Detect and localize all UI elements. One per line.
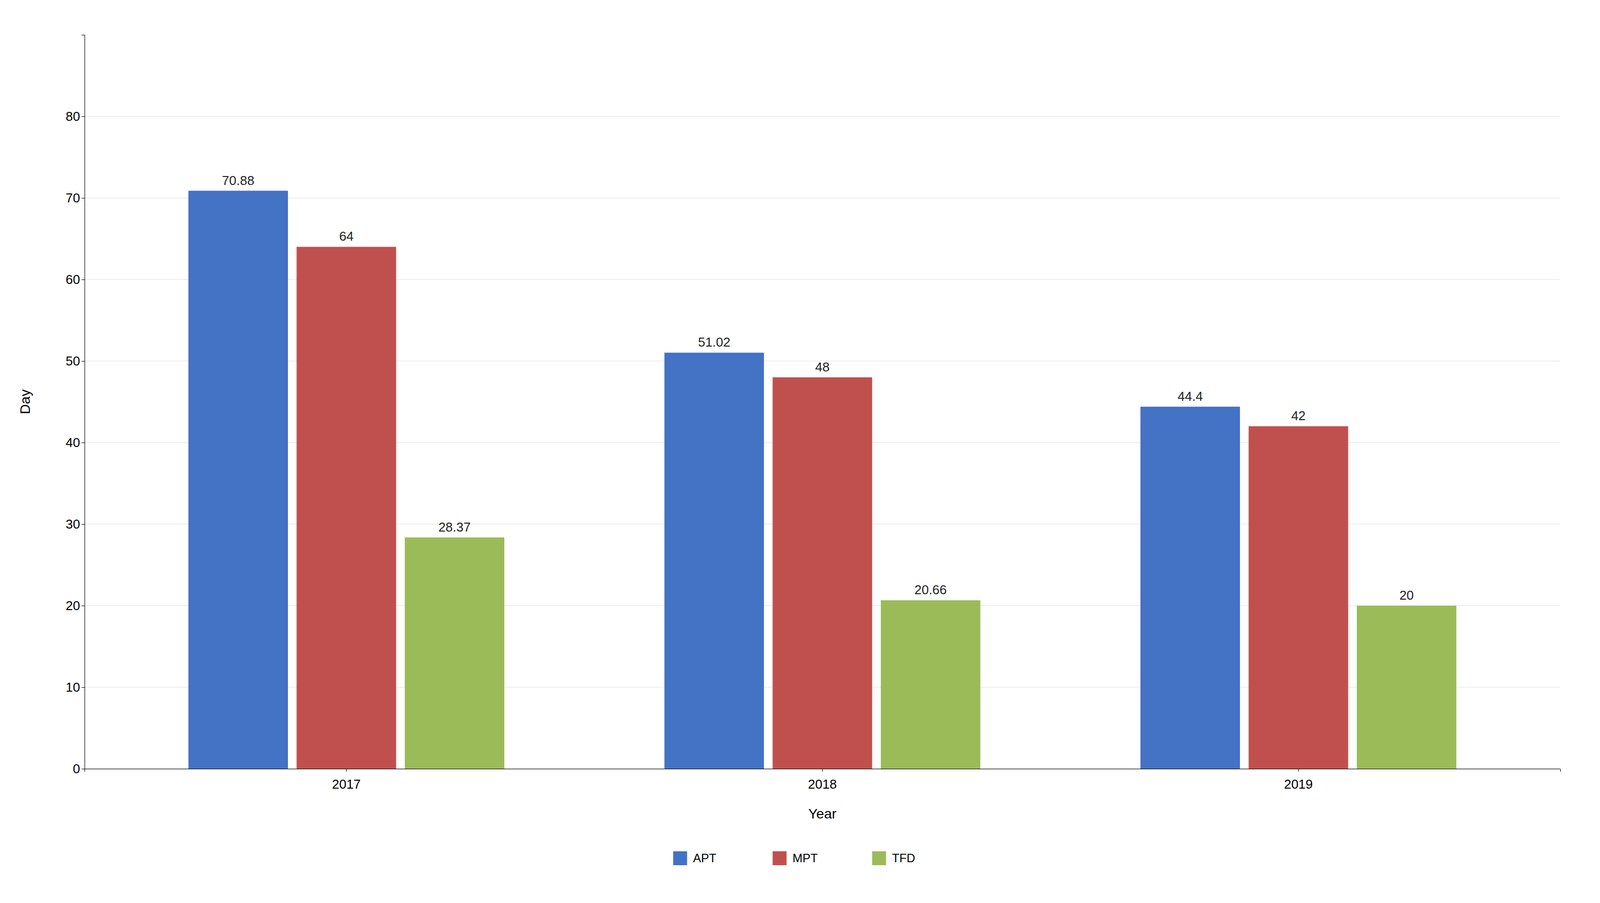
y-tick: 70 — [65, 190, 85, 206]
data-label: 51.02 — [697, 334, 731, 350]
series-1 — [296, 246, 1348, 769]
y-tick-label: 70 — [65, 190, 81, 206]
data-label: 42 — [1291, 408, 1306, 424]
data-label: 28.37 — [438, 519, 471, 535]
y-tick-mark — [81, 197, 85, 199]
chart-root: 70.88 51.02 44.4 64 48 42 28.37 20.66 20 2017 2018… — [0, 0, 1600, 903]
y-tick-label: 20 — [65, 598, 81, 614]
bar — [296, 246, 396, 769]
bar — [1356, 605, 1457, 769]
grid-line — [84, 197, 1561, 199]
y-tick-label: 80 — [65, 108, 81, 124]
series-0 — [188, 190, 1240, 769]
y-tick: 30 — [65, 516, 85, 532]
data-label: 20.66 — [914, 582, 947, 598]
y-axis-line — [81, 35, 86, 770]
y-tick: 40 — [65, 435, 85, 451]
y-tick-mark — [81, 768, 85, 770]
data-label: 44.4 — [1177, 388, 1204, 404]
y-tick-label: 0 — [73, 761, 81, 777]
y-axis-title: Day — [17, 389, 33, 415]
x-axis: 2017 2018 2019 — [85, 768, 1561, 792]
x-tick-label: 2019 — [1284, 776, 1314, 792]
data-labels: 70.88 51.02 44.4 64 48 42 28.37 20.66 20 — [221, 173, 1414, 603]
grid-line — [84, 116, 1561, 117]
bar — [1248, 426, 1349, 769]
x-tick: 2019 — [1284, 768, 1314, 792]
legend-swatch — [673, 851, 688, 866]
data-label: 64 — [339, 228, 354, 244]
y-axis: 0 10 20 30 40 50 60 70 80 — [65, 35, 85, 777]
bar — [772, 377, 872, 769]
legend-swatch — [772, 851, 787, 866]
data-label: 70.88 — [221, 173, 255, 189]
y-tick: 20 — [65, 598, 85, 614]
bar — [188, 190, 288, 769]
plot-area: 70.88 51.02 44.4 64 48 42 28.37 20.66 20 2017 2018… — [65, 35, 1561, 793]
y-tick: 0 — [73, 761, 85, 777]
grid — [84, 116, 1561, 769]
bar — [404, 537, 505, 769]
data-label: 48 — [815, 359, 830, 375]
y-tick: 60 — [65, 272, 85, 287]
x-tick-mark — [822, 768, 823, 772]
y-tick-mark — [81, 116, 85, 117]
y-tick-label: 40 — [65, 435, 81, 451]
y-tick: 10 — [65, 679, 85, 695]
y-tick-label: 30 — [65, 516, 81, 532]
legend-item: APT — [673, 851, 717, 866]
bar — [1140, 406, 1240, 769]
y-tick-mark — [81, 361, 85, 362]
y-tick-label: 50 — [65, 353, 81, 369]
x-tick-label: 2018 — [808, 776, 838, 792]
x-tick: 2018 — [808, 768, 838, 792]
legend-item: MPT — [772, 851, 819, 866]
bar — [664, 352, 764, 769]
y-tick-mark — [81, 605, 85, 607]
y-tick: 50 — [65, 353, 85, 369]
x-axis-title: Year — [808, 806, 837, 822]
y-tick-mark — [81, 687, 85, 688]
x-tick-mark — [1298, 768, 1299, 772]
legend-swatch — [872, 851, 887, 866]
y-tick-mark — [81, 524, 85, 525]
y-tick-label: 10 — [65, 679, 81, 695]
legend-label: MPT — [792, 851, 819, 865]
bars — [188, 190, 1457, 769]
series-2 — [404, 537, 1457, 769]
legend: APT MPT TFD — [673, 851, 916, 866]
data-label: 20 — [1399, 587, 1414, 603]
legend-label: TFD — [892, 851, 916, 865]
y-tick-label: 60 — [65, 272, 81, 287]
x-axis-line — [85, 769, 1561, 773]
y-tick: 80 — [65, 108, 85, 124]
y-tick-mark — [81, 279, 85, 281]
legend-label: APT — [693, 851, 717, 865]
x-tick-mark — [346, 768, 347, 772]
x-tick: 2017 — [331, 768, 361, 792]
x-tick-label: 2017 — [331, 776, 361, 792]
y-tick-mark — [81, 442, 85, 444]
legend-item: TFD — [872, 851, 916, 866]
bar — [880, 600, 981, 769]
